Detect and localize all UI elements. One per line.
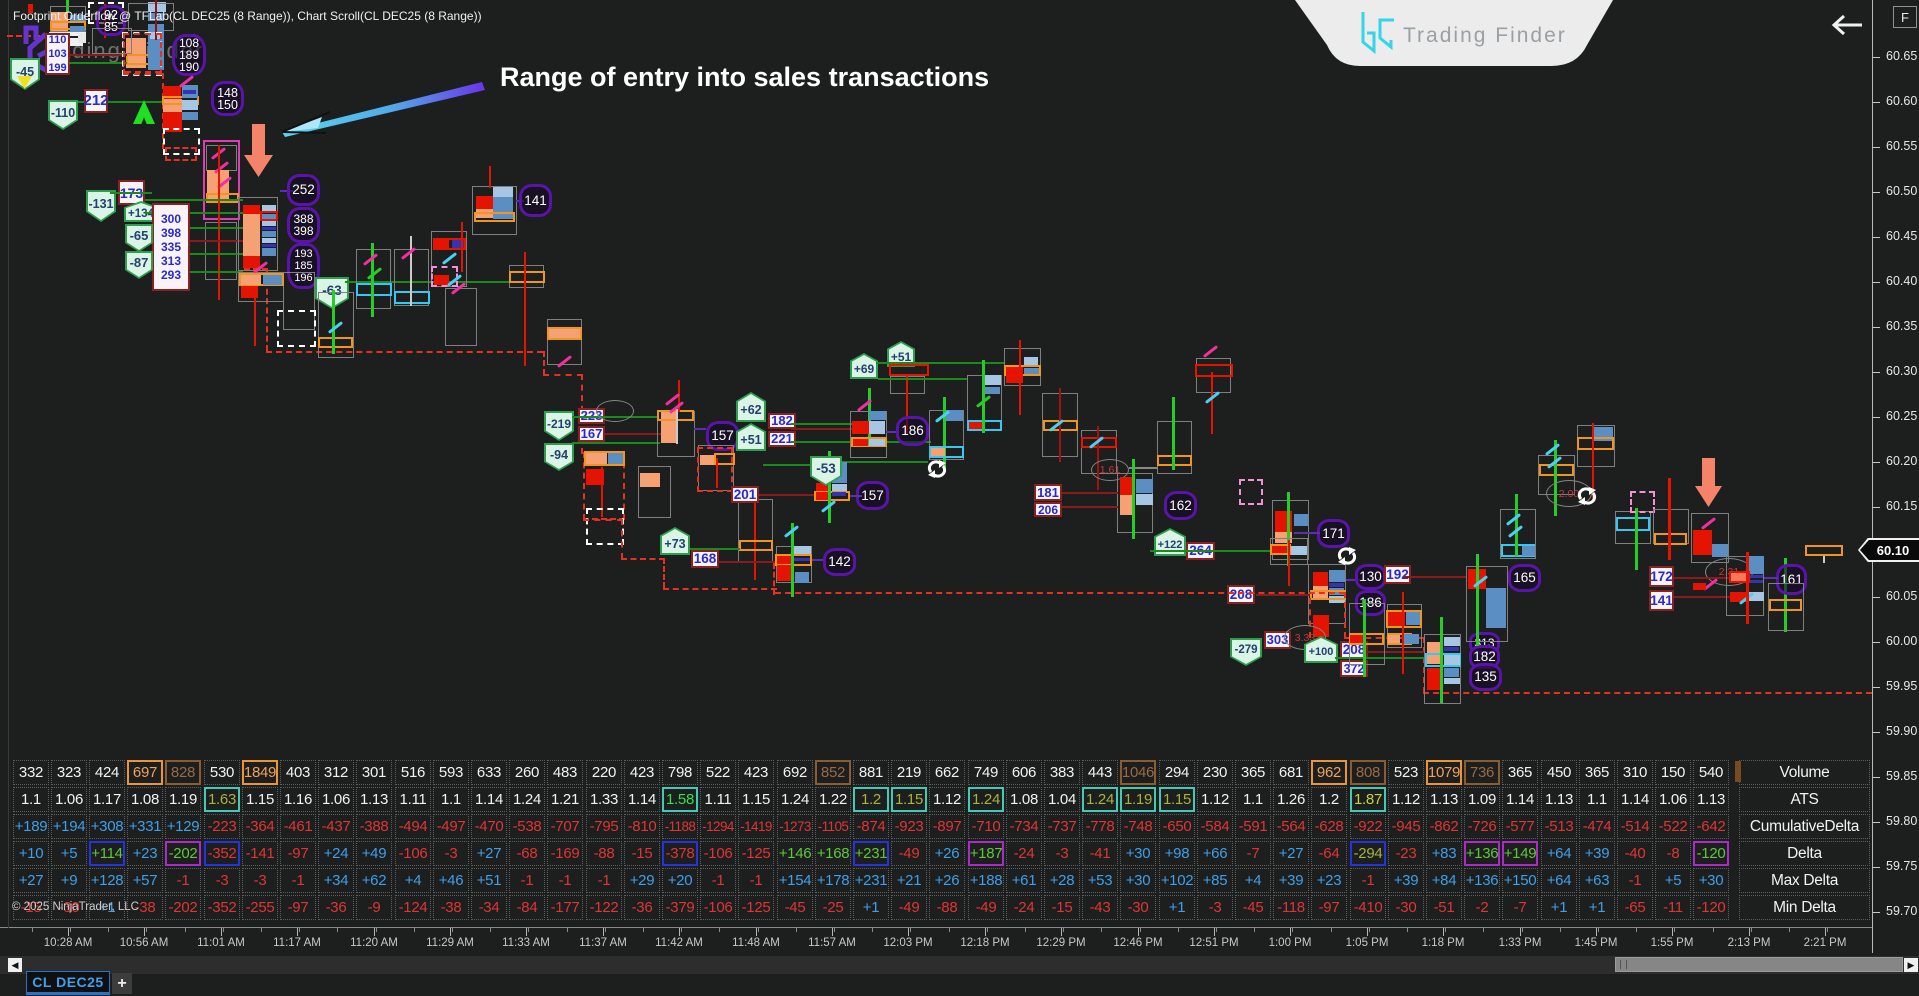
svg-text:Trading Finder: Trading Finder xyxy=(1403,24,1567,47)
